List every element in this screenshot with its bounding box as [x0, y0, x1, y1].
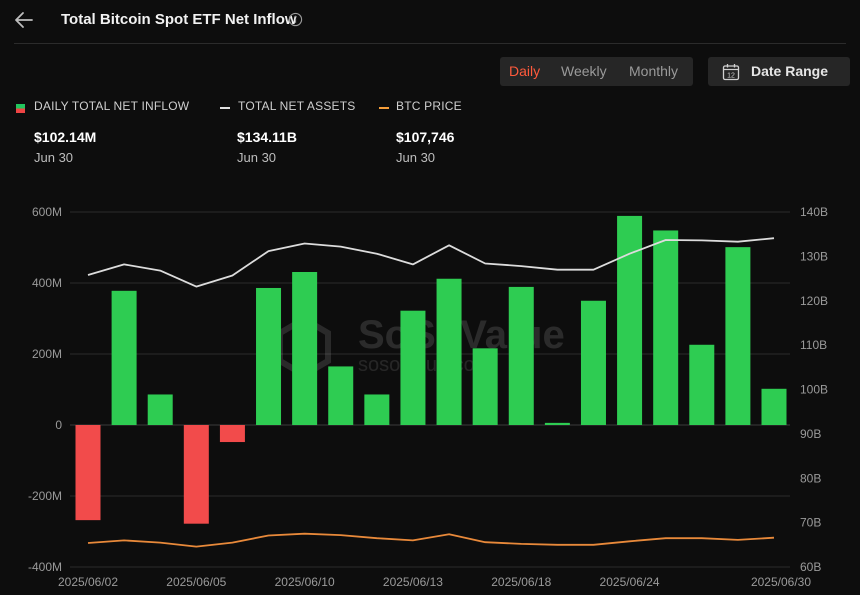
left-axis-tick: 0: [55, 418, 62, 432]
legend-value: $134.11B: [237, 129, 297, 145]
left-axis-tick: 200M: [32, 347, 62, 361]
right-axis-tick: 70B: [800, 516, 821, 530]
calendar-icon: 12: [722, 64, 740, 81]
inflow-bar-2025/06/03[interactable]: [111, 290, 137, 425]
inflow-bar-2025/06/24[interactable]: [617, 215, 643, 425]
legend-swatch-btc-price: [379, 107, 389, 109]
date-range-label: Date Range: [751, 63, 829, 79]
legend-value: $107,746: [396, 129, 455, 145]
x-axis-tick: 2025/06/24: [600, 575, 660, 589]
legend-label: DAILY TOTAL NET INFLOW: [34, 99, 190, 113]
legend-date: Jun 30: [34, 150, 74, 165]
left-axis-tick: -200M: [28, 489, 62, 503]
calendar-day-label: 12: [727, 72, 735, 79]
right-axis-tick: 60B: [800, 560, 821, 574]
inflow-bar-2025/06/30[interactable]: [761, 388, 787, 425]
inflow-bar-2025/06/05[interactable]: [183, 425, 209, 524]
legend-swatch-inflow: [16, 104, 25, 113]
legend-label: BTC PRICE: [396, 99, 462, 113]
legend-date: Jun 30: [237, 150, 277, 165]
right-axis-tick: 130B: [800, 249, 828, 263]
range-weekly-button[interactable]: Weekly: [561, 63, 607, 79]
x-axis-tick: 2025/06/02: [58, 575, 118, 589]
legend-date: Jun 30: [396, 150, 436, 165]
inflow-bar-2025/06/18[interactable]: [508, 286, 534, 425]
right-axis-tick: 120B: [800, 294, 828, 308]
inflow-bar-2025/06/06[interactable]: [219, 425, 245, 443]
inflow-bar-2025/06/11[interactable]: [328, 366, 354, 425]
inflow-bar-2025/06/13[interactable]: [400, 310, 426, 425]
right-axis-tick: 110B: [800, 338, 827, 352]
header: Total Bitcoin Spot ETF Net Inflow: [0, 0, 860, 42]
x-axis-tick: 2025/06/10: [275, 575, 335, 589]
x-axis-tick: 2025/06/05: [166, 575, 226, 589]
x-axis-tick: 2025/06/13: [383, 575, 443, 589]
header-divider: [14, 43, 846, 44]
date-range-button[interactable]: 12 Date Range: [708, 57, 850, 86]
right-axis-tick: 140B: [800, 205, 828, 219]
btc-price-line[interactable]: [87, 532, 775, 548]
right-axis-tick: 80B: [800, 471, 821, 485]
left-axis-tick: 400M: [32, 276, 62, 290]
inflow-bar-2025/06/02[interactable]: [75, 425, 101, 521]
inflow-bar-2025/06/10[interactable]: [292, 271, 318, 425]
arrow-left-icon[interactable]: [12, 8, 36, 32]
inflow-bar-2025/06/09[interactable]: [256, 287, 282, 425]
range-monthly-button[interactable]: Monthly: [629, 63, 679, 79]
inflow-bar-2025/06/17[interactable]: [472, 348, 498, 425]
x-axis-tick: 2025/06/18: [491, 575, 551, 589]
inflow-bar-2025/06/23[interactable]: [580, 300, 606, 425]
left-axis-tick: 600M: [32, 205, 62, 219]
range-daily-button[interactable]: Daily: [509, 63, 541, 79]
range-selector: Daily Weekly Monthly: [500, 57, 693, 86]
left-axis-tick: -400M: [28, 560, 62, 574]
legend-value: $102.14M: [34, 129, 97, 145]
net-inflow-chart[interactable]: SoSoValue sosovalue.com 600M400M200M0-20…: [0, 195, 860, 595]
x-axis-tick: 2025/06/30: [751, 575, 811, 589]
inflow-bar-2025/06/04[interactable]: [147, 394, 173, 425]
page-title: Total Bitcoin Spot ETF Net Inflow: [61, 11, 297, 28]
right-axis-tick: 100B: [800, 383, 828, 397]
legend-swatch-net-assets: [220, 107, 230, 109]
inflow-bar-2025/06/16[interactable]: [436, 278, 462, 425]
info-circle-icon[interactable]: [288, 12, 303, 27]
net-assets-line[interactable]: [87, 237, 775, 288]
inflow-bar-2025/06/26[interactable]: [689, 344, 715, 425]
legend-label: TOTAL NET ASSETS: [238, 99, 356, 113]
right-axis-tick: 90B: [800, 427, 821, 441]
inflow-bar-2025/06/27[interactable]: [725, 247, 751, 425]
inflow-bar-2025/06/20[interactable]: [544, 422, 570, 425]
inflow-bar-2025/06/12[interactable]: [364, 394, 390, 425]
inflow-bar-2025/06/25[interactable]: [653, 230, 679, 425]
